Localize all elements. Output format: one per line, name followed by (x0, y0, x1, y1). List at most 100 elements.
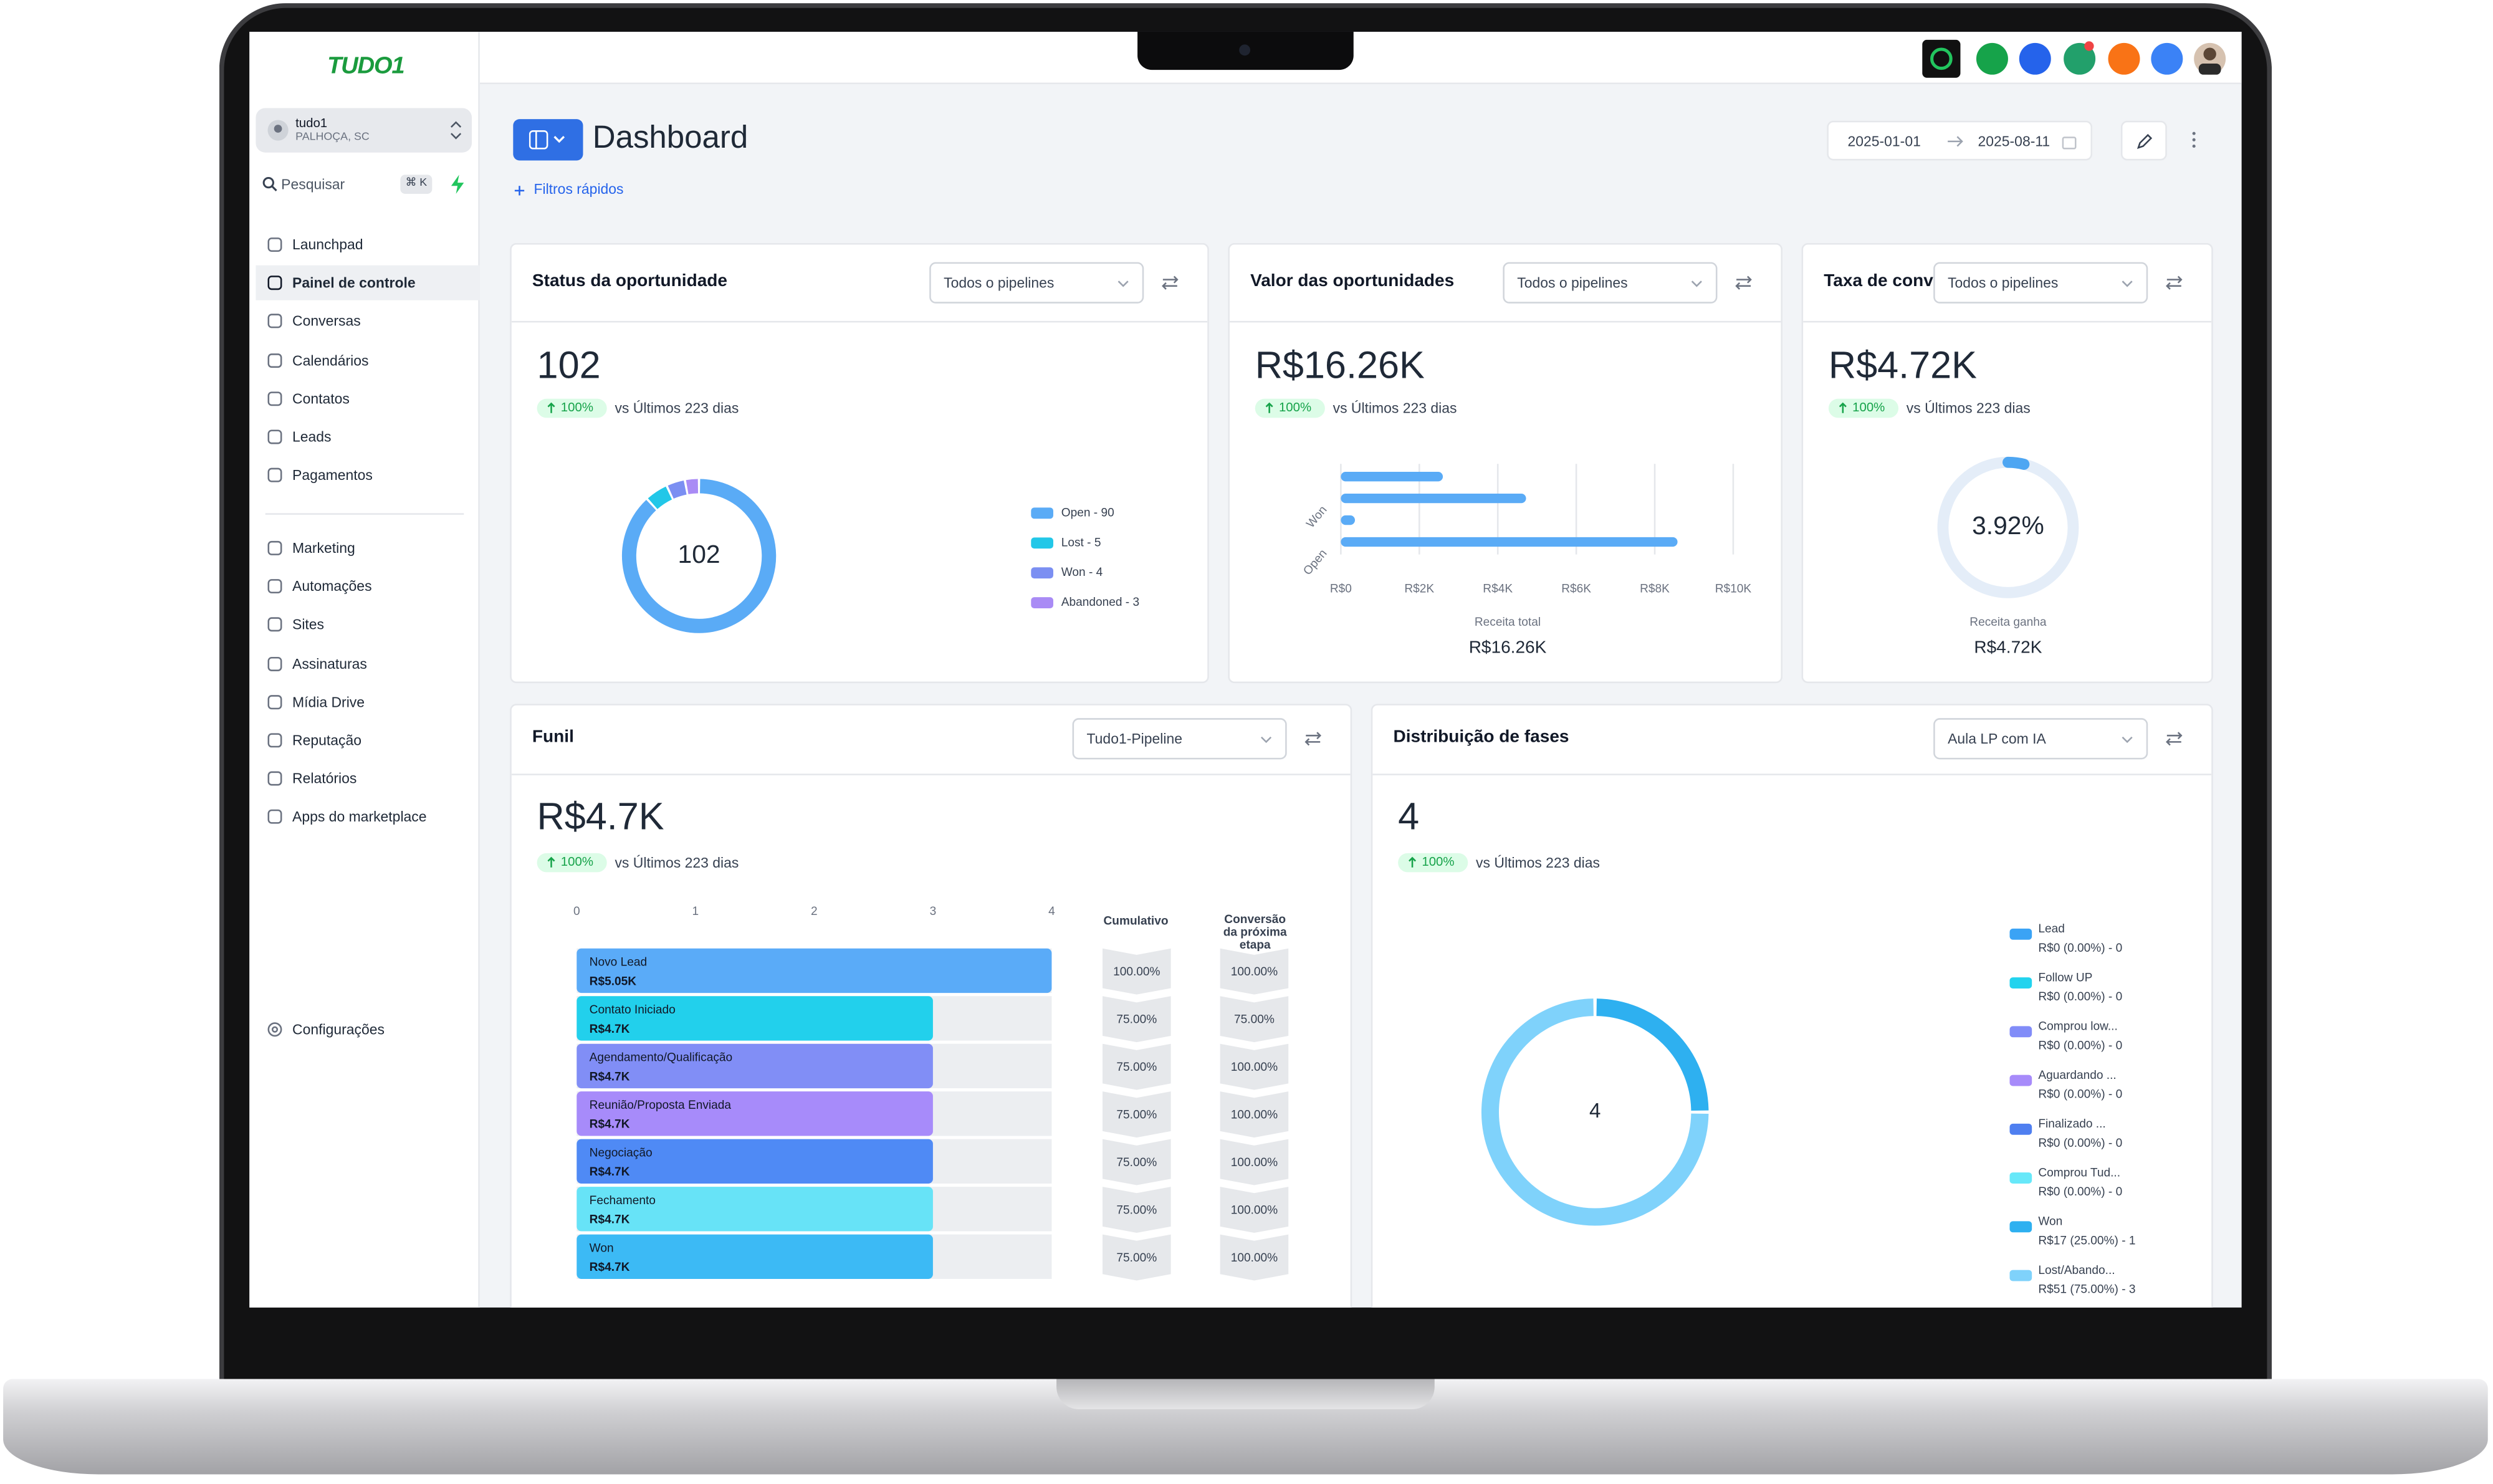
funnel-bar (577, 1187, 933, 1232)
icon-shape (267, 353, 282, 368)
swap-icon[interactable] (2165, 275, 2183, 290)
donut-center: 102 (678, 540, 720, 568)
bar (1341, 537, 1678, 547)
nav-icon (267, 540, 282, 555)
icon-shape (267, 237, 282, 252)
swap-icon[interactable] (1304, 731, 1322, 747)
nav-item[interactable]: Launchpad (256, 227, 479, 262)
filter-dropdown[interactable]: Tudo1-Pipeline (1072, 718, 1287, 760)
nav-label: Reputação (292, 732, 362, 749)
legend-label: Won - 4 (1061, 566, 1103, 579)
nav-item[interactable]: Apps do marketplace (256, 800, 479, 835)
nav-item[interactable]: Automações (256, 569, 479, 604)
kpi-value: 102 (537, 345, 601, 388)
nav-item[interactable]: Calendários (256, 343, 479, 378)
nav-item[interactable]: Marketing (256, 530, 479, 565)
comparison: vs Últimos 223 dias (615, 854, 739, 871)
megaphone-icon[interactable] (2064, 42, 2096, 75)
card-title: Taxa de conv (1824, 271, 1933, 291)
screen: TUDO1 tudo1 PALHOÇA, SC Pesquisar ⌘ K Co… (249, 31, 2242, 1308)
divider (1229, 320, 1781, 323)
nav-item[interactable]: Relatórios (256, 761, 479, 796)
legend-swatch (1031, 597, 1053, 609)
stage-amount: R$4.7K (590, 1214, 630, 1227)
cumulative: 75.00% (1116, 1061, 1157, 1074)
quick-filters[interactable]: Filtros rápidos (534, 181, 624, 198)
badge (2084, 41, 2094, 51)
kpi-value: 4 (1398, 796, 1420, 839)
nav-item[interactable]: Contatos (256, 381, 479, 416)
nav-item[interactable]: Pagamentos (256, 458, 479, 493)
plus-icon (514, 186, 525, 196)
comparison: vs Últimos 223 dias (1476, 854, 1600, 871)
change-value: 100% (560, 400, 593, 415)
edit-button[interactable] (2120, 120, 2167, 161)
chevron (1103, 1091, 1171, 1138)
nav-item[interactable]: Reputação (256, 723, 479, 758)
nav-item[interactable]: Configurações (256, 1012, 479, 1047)
chevron (1220, 1091, 1289, 1138)
nav-icon (267, 694, 282, 709)
chevron (1220, 1043, 1289, 1090)
cumulative: 100.00% (1113, 965, 1160, 979)
switch-icon (451, 121, 462, 140)
arrow-shape (1839, 402, 1847, 413)
nav-label: Sites (292, 617, 325, 633)
icon-shape (267, 694, 282, 709)
card-title: Funil (532, 727, 574, 747)
swap-icon[interactable] (1735, 275, 1753, 290)
chevron (1220, 1234, 1289, 1281)
filter-dropdown[interactable]: Todos o pipelines (1503, 262, 1718, 304)
change-value: 100% (560, 854, 593, 869)
filter-label: Todos o pipelines (944, 274, 1055, 291)
link-icon[interactable] (2019, 42, 2051, 75)
account-switcher[interactable]: tudo1 PALHOÇA, SC (256, 108, 472, 153)
swap-icon[interactable] (2165, 731, 2183, 747)
phone-icon[interactable] (1976, 42, 2008, 75)
up-arrow (1839, 402, 1847, 413)
next-conversion: 100.00% (1231, 1108, 1278, 1121)
nav-item[interactable]: Assinaturas (256, 646, 479, 681)
up-arrow (547, 856, 555, 868)
search-input[interactable]: Pesquisar (281, 176, 345, 193)
help-icon[interactable] (2151, 42, 2183, 75)
legend-label: Aguardando ... (2038, 1069, 2116, 1082)
total-value: R$16.26K (1469, 637, 1547, 656)
funnel-bar (577, 1043, 933, 1089)
card: Status da oportunidade Todos o pipelines 1… (510, 242, 1209, 684)
app-icon[interactable] (1922, 39, 1961, 78)
stage-amount: R$4.7K (590, 1070, 630, 1083)
nav-item[interactable]: Sites (256, 608, 479, 643)
date-range[interactable]: 2025-01-01 2025-08-11 (1827, 120, 2093, 161)
arrow-icon (1948, 136, 1963, 147)
filter-dropdown[interactable]: Aula LP com IA (1933, 718, 2148, 760)
stage-name: Contato Iniciado (590, 1003, 676, 1017)
more-icon[interactable] (2189, 130, 2199, 150)
bar (1341, 515, 1356, 525)
swap-shape (1162, 275, 1179, 290)
bolt-icon[interactable] (449, 175, 465, 194)
nav-item[interactable]: Painel de controle (256, 266, 480, 301)
legend-swatch (1031, 507, 1053, 519)
bell-icon[interactable] (2108, 42, 2140, 75)
legend-label: Lead (2038, 922, 2065, 936)
y-tick-label: Open (1301, 547, 1329, 578)
nav-item[interactable]: Conversas (256, 304, 479, 339)
legend-swatch (2009, 1172, 2032, 1184)
filter-dropdown[interactable]: Todos o pipelines (1933, 262, 2148, 304)
card-title: Status da oportunidade (532, 271, 728, 291)
legend-swatch (2009, 1075, 2032, 1086)
dashboard-switcher[interactable] (513, 119, 583, 161)
nav-item[interactable]: Leads (256, 419, 479, 454)
swap-icon[interactable] (1161, 275, 1179, 290)
nav-icon (267, 618, 282, 633)
filter-dropdown[interactable]: Todos o pipelines (929, 262, 1144, 304)
nav-item[interactable]: Mídia Drive (256, 684, 479, 719)
card-title: Valor das oportunidades (1250, 271, 1455, 291)
funnel-bar (577, 1234, 933, 1279)
edit-icon (2137, 133, 2153, 150)
funnel-bar (577, 1139, 933, 1184)
arrow-shape (1265, 402, 1273, 413)
nav-icon (267, 810, 282, 825)
